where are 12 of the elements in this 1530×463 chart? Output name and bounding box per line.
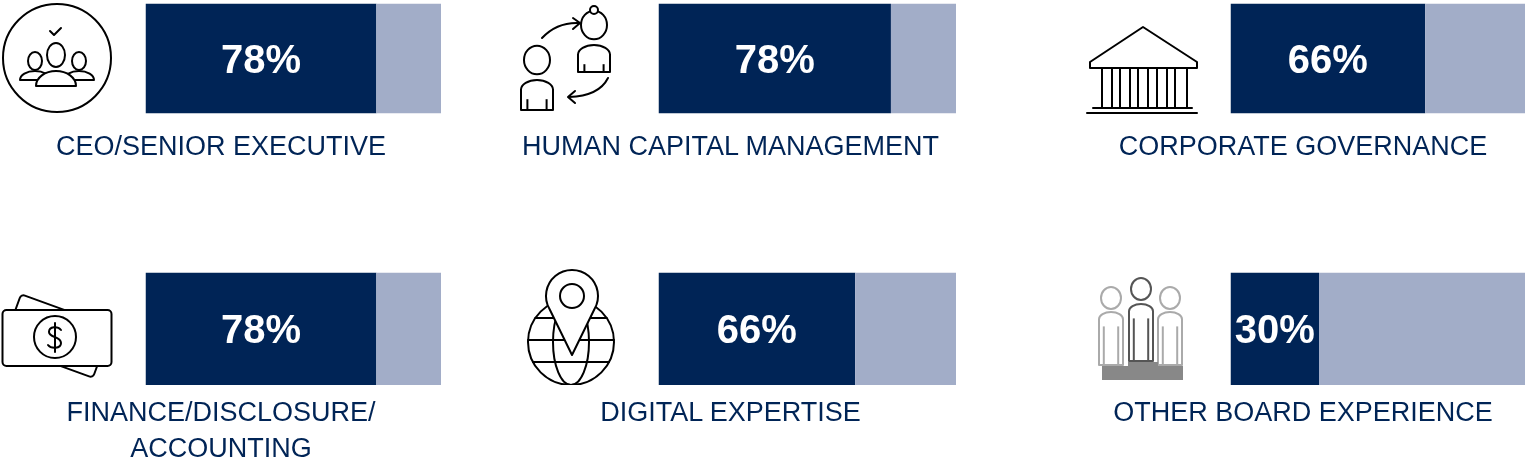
data-label: 78%	[220, 36, 301, 81]
data-label: 66%	[716, 307, 797, 351]
x-axis-title: DIGITAL EXPERTISE	[600, 396, 861, 427]
x-axis-title: CEO/SENIOR EXECUTIVE	[55, 130, 387, 161]
x-axis-title: HUMAN CAPITAL MANAGEMENT	[521, 130, 940, 161]
x-axis-title: CORPORATE GOVERNANCE	[1118, 130, 1488, 161]
x-axis-title: FINANCE/DISCLOSURE/ ACCOUNTING	[66, 396, 377, 463]
data-label: 78%	[220, 307, 301, 351]
data-label: 78%	[734, 36, 815, 81]
data-label: 30%	[1234, 307, 1315, 351]
x-axis-title: OTHER BOARD EXPERIENCE	[1113, 396, 1493, 427]
data-label: 66%	[1287, 36, 1368, 81]
